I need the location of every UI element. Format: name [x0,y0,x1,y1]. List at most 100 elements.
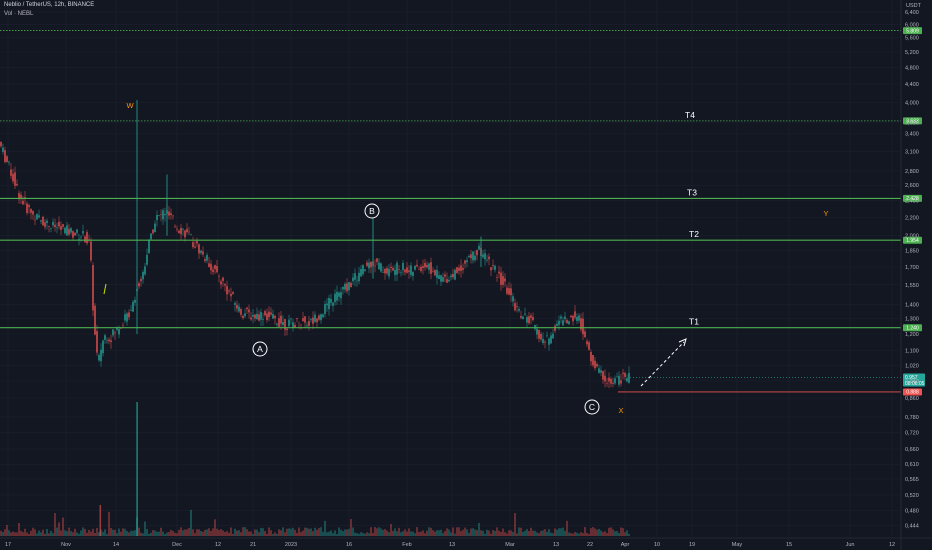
y-tick-label: 1,300 [905,317,919,323]
volume-bar [388,532,390,536]
candle-body [26,203,28,213]
y-tick-label: 0,720 [905,430,919,436]
volume-bar [440,529,442,536]
symbol-title[interactable]: Neblio / TetherUS, 12h, BINANCE [4,2,95,8]
volume-bar [266,533,268,536]
volume-bar [418,532,420,536]
candle-body [192,242,194,248]
candle-body [226,285,228,295]
candle-body [238,306,240,312]
volume-bar [142,533,144,536]
volume-bar [584,527,586,536]
candle-body [294,324,296,328]
candle-body [114,332,116,334]
countdown-timer: 08:06:05 [905,381,925,387]
volume-bar [82,527,84,536]
candle-body [466,260,468,262]
candle-body [0,142,2,147]
volume-bar [178,529,180,536]
volume-indicator-label[interactable]: Vol · NEBL [4,11,34,17]
candle-body [620,380,622,384]
candle-body [398,269,400,271]
candle-body [204,259,206,262]
candle-body [482,254,484,258]
y-tick-label: 1,400 [905,302,919,308]
candle-body [308,321,310,326]
volume-bar [258,532,260,536]
candle-body [560,316,562,319]
candle-body [74,232,76,236]
volume-bar [118,528,120,536]
stop-price-tag [903,388,922,396]
y-tick-label: 6,000 [905,22,919,28]
volume-bar [402,531,404,536]
candle-body [38,215,40,218]
x-tick-label: Dec [172,542,182,548]
y-tick-label: 1,850 [905,249,919,255]
candle-body [394,269,396,276]
candle-body [532,317,534,321]
volume-bar [174,532,176,536]
volume-bar [314,527,316,536]
volume-bar [244,527,246,536]
volume-bar [104,529,106,536]
candle-body [4,150,6,162]
volume-bar [86,532,88,536]
volume-bar [616,530,618,536]
candle-body [572,315,574,322]
volume-bar [222,530,224,536]
y-tick-label: 0,940 [905,379,919,385]
candle-body [44,222,46,227]
volume-bar [192,529,194,536]
volume-bar [238,530,240,536]
volume-bar [446,528,448,536]
volume-bar [624,532,626,536]
candle-body [110,340,112,342]
volume-bar [330,530,332,536]
candle-body [200,250,202,253]
candle-body [86,232,88,244]
candle-body [446,279,448,283]
volume-bar [300,532,302,536]
candle-body [248,309,250,313]
candle-body [288,319,290,327]
candle-body [522,316,524,320]
candle-body [92,264,94,311]
volume-bar [90,531,92,536]
volume-bar [96,527,98,536]
candle-body [96,331,98,353]
x-tick-label: May [732,542,743,548]
volume-bar [406,531,408,536]
candle-body [542,338,544,344]
candle-body [78,238,80,240]
candle-body [188,231,190,233]
candle-body [424,262,426,268]
volume-bar [598,528,600,536]
volume-spike [99,505,102,536]
candle-body [510,288,512,296]
volume-bar [208,528,210,536]
volume-bar [560,528,562,536]
volume-bar [102,531,104,536]
y-tick-label: 2,000 [905,234,919,240]
volume-bar [306,527,308,536]
candle-body [502,276,504,285]
volume-bar [212,528,214,536]
candle-body [278,318,280,327]
candle-body [556,323,558,326]
volume-bar [414,533,416,536]
price-axis[interactable]: 6,400 6,000 5,600 5,200 4,800 4,400 4,000 3,600… [900,0,919,550]
volume-bar [348,528,350,536]
x-tick-label: 2023 [285,542,297,548]
volume-bar [476,530,478,536]
volume-bar [294,529,296,536]
candle-body [276,323,278,325]
y-tick-label: 1,550 [905,283,919,289]
volume-bar [522,531,524,536]
x-tick-label: 22 [587,542,593,548]
wave-circle-a [252,341,268,357]
level-price-label: 1.954 [906,238,919,244]
time-axis[interactable]: 17 Nov 14 Dec 12 21 2023 16 Feb 13 Mar 13 22 Apr 10 19 M… [0,537,932,548]
volume-bar [84,528,86,536]
